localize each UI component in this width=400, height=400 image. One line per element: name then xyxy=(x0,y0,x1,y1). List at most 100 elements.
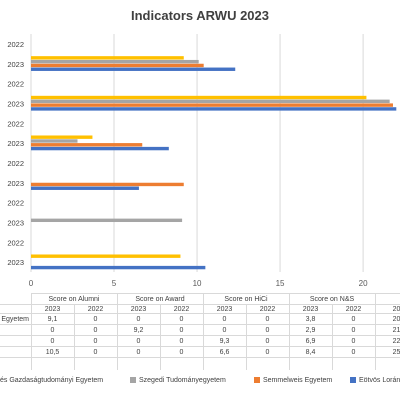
row-label: Egyetem xyxy=(1,316,29,323)
x-tick-label: 0 xyxy=(29,279,34,288)
table-cell: 0 xyxy=(351,327,356,334)
table-rule xyxy=(0,357,400,358)
table-cell: 0 xyxy=(222,316,227,323)
table-cell: 9,3 xyxy=(219,338,230,345)
x-tick-label: 10 xyxy=(193,279,202,288)
table-rule xyxy=(0,304,400,305)
row-label: 2023 xyxy=(7,60,24,69)
bar xyxy=(31,135,93,139)
table-rule xyxy=(332,304,333,370)
column-year: 20 xyxy=(392,306,400,313)
table-rule xyxy=(0,324,400,325)
table-cell: 8,4 xyxy=(305,349,316,356)
bar xyxy=(31,67,236,71)
column-header: Score on Award xyxy=(135,296,185,303)
column-year: 2022 xyxy=(173,306,190,313)
table-rule xyxy=(203,293,204,370)
table-cell: 0 xyxy=(50,338,55,345)
table-cell: 6,9 xyxy=(305,338,316,345)
table-cell: 0 xyxy=(351,349,356,356)
bar xyxy=(31,143,143,147)
table-rule xyxy=(0,335,400,336)
table-rule xyxy=(74,304,75,370)
column-year: 2023 xyxy=(44,306,61,313)
row-label: 2022 xyxy=(7,238,24,247)
bar xyxy=(31,56,184,60)
row-label: 2023 xyxy=(7,179,24,188)
table-cell: 0 xyxy=(179,338,184,345)
column-year: 2023 xyxy=(130,306,147,313)
bar xyxy=(31,146,169,151)
data-table: Score on Alumni 2023 2022 Score on Award 202… xyxy=(0,293,400,370)
table-rule xyxy=(289,293,290,370)
bar xyxy=(31,139,78,143)
table-rule xyxy=(160,304,161,370)
legend-item: és Gazdaságtudományi Egyetem xyxy=(0,376,103,386)
bar xyxy=(31,107,397,111)
row-label: 2023 xyxy=(7,99,24,108)
table-rule xyxy=(0,313,400,314)
table-cell: 0 xyxy=(93,349,98,356)
x-tick-label: 5 xyxy=(112,279,117,288)
table-cell: 0 xyxy=(93,316,98,323)
table-cell: 0 xyxy=(265,338,270,345)
table-cell: 20 xyxy=(392,316,400,323)
table-cell: 0 xyxy=(351,316,356,323)
x-tick-label: 20 xyxy=(359,279,368,288)
table-rule xyxy=(375,293,376,370)
table-cell: 0 xyxy=(179,316,184,323)
table-cell: 0 xyxy=(179,349,184,356)
legend-item: Szegedi Tudományegyetem xyxy=(130,376,226,386)
table-cell: 0 xyxy=(93,338,98,345)
table-rule xyxy=(246,304,247,370)
table-cell: 0 xyxy=(265,316,270,323)
table-cell: 0 xyxy=(136,338,141,345)
bar xyxy=(31,254,181,258)
table-cell: 0 xyxy=(136,316,141,323)
column-year: 2022 xyxy=(87,306,104,313)
bar xyxy=(31,265,206,270)
row-label: 2022 xyxy=(7,80,24,89)
bar xyxy=(31,95,367,100)
bar xyxy=(31,99,390,104)
table-rule xyxy=(117,293,118,370)
row-label: 2022 xyxy=(7,199,24,208)
table-cell: 0 xyxy=(136,349,141,356)
row-label: 2023 xyxy=(7,258,24,267)
legend-swatch xyxy=(130,377,136,384)
legend-swatch xyxy=(350,377,356,384)
table-cell: 22 xyxy=(392,338,400,345)
column-year: 2022 xyxy=(259,306,276,313)
column-year: 2022 xyxy=(345,306,362,313)
legend-label: Eötvös Lorán xyxy=(359,377,400,384)
chart-title: Indicators ARWU 2023 xyxy=(131,8,269,23)
legend-item: Eötvös Lorán xyxy=(350,376,400,386)
legend: és Gazdaságtudományi Egyetem Szegedi Tudo… xyxy=(0,376,400,390)
table-rule xyxy=(31,293,400,294)
table-cell: 3,8 xyxy=(305,316,316,323)
table-cell: 0 xyxy=(93,327,98,334)
bar xyxy=(31,218,183,223)
table-cell: 9,1 xyxy=(47,316,58,323)
bar xyxy=(31,63,204,68)
table-cell: 0 xyxy=(265,327,270,334)
column-header: Score on N&S xyxy=(309,296,355,303)
column-year: 2023 xyxy=(216,306,233,313)
column-header: Score on Alumni xyxy=(48,296,100,303)
table-cell: 0 xyxy=(179,327,184,334)
table-cell: 0 xyxy=(222,327,227,334)
row-label: 2023 xyxy=(7,139,24,148)
column-header: Score on HiCi xyxy=(224,296,268,303)
bar-chart: 0 5 10 15 20 2022 2023 2022 2023 2022 2023 2022 2023… xyxy=(7,34,397,288)
table-cell: 0 xyxy=(351,338,356,345)
table-rule xyxy=(31,293,32,370)
bar xyxy=(31,182,184,187)
legend-label: Szegedi Tudományegyetem xyxy=(139,377,226,384)
table-rule xyxy=(0,346,400,347)
row-label: 2023 xyxy=(7,218,24,227)
row-label: 2022 xyxy=(7,159,24,168)
table-cell: 9,2 xyxy=(133,327,144,334)
bar xyxy=(31,186,139,190)
table-cell: 21 xyxy=(392,327,400,334)
table-cell: 10,5 xyxy=(45,349,60,356)
